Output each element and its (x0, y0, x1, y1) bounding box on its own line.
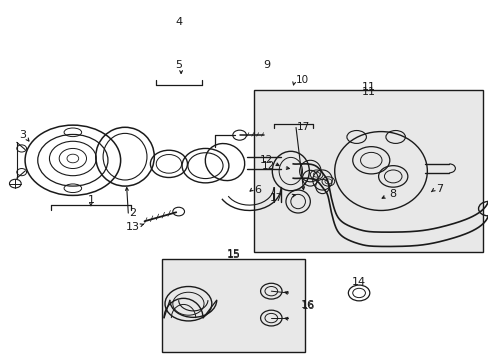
Text: 9: 9 (263, 60, 270, 70)
Text: 15: 15 (226, 248, 240, 258)
Text: 14: 14 (351, 277, 366, 287)
Text: 11: 11 (361, 82, 375, 92)
Text: 12: 12 (262, 161, 275, 171)
Text: 12: 12 (259, 155, 272, 165)
Text: 4: 4 (175, 17, 182, 27)
Text: 16: 16 (300, 300, 314, 310)
Text: 13: 13 (125, 222, 140, 231)
Text: 6: 6 (254, 185, 261, 195)
Text: 16: 16 (302, 301, 315, 311)
Text: 2: 2 (128, 208, 136, 218)
Text: 17: 17 (297, 122, 310, 132)
Text: 8: 8 (388, 189, 395, 199)
Text: 1: 1 (87, 195, 94, 205)
Text: 3: 3 (19, 130, 26, 140)
Text: 17: 17 (270, 193, 283, 203)
Text: 7: 7 (435, 184, 442, 194)
Text: 5: 5 (175, 60, 182, 70)
Bar (254, 90, 483, 252)
Text: 10: 10 (295, 75, 308, 85)
Bar (161, 259, 305, 352)
Text: 15: 15 (226, 250, 240, 260)
Text: 11: 11 (361, 87, 375, 97)
